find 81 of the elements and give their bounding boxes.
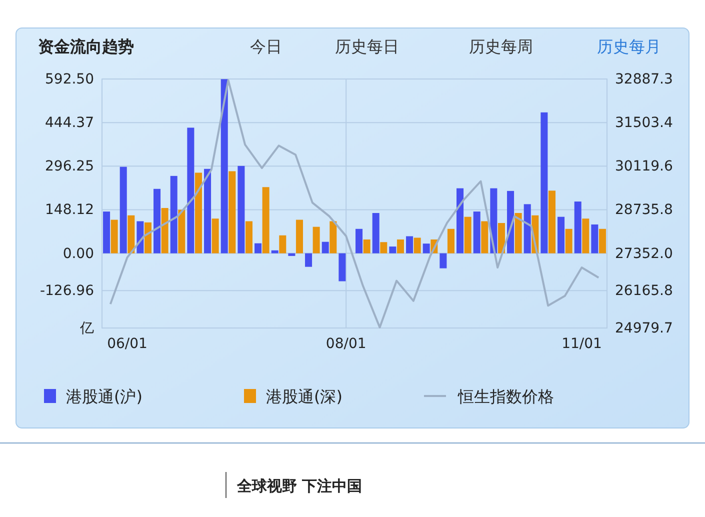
bar [238,166,245,254]
bar [598,228,606,254]
bar [271,250,278,254]
x-tick-label: 06/01 [107,336,148,352]
bar [128,215,135,254]
bar [558,216,565,254]
bar [322,242,329,254]
bar [396,239,404,254]
bar [440,253,447,268]
bar [456,188,464,254]
bar [220,79,228,254]
bar [414,238,421,254]
y2-tick-label: 31503.4 [615,115,673,132]
chart-title: 资金流向趋势 [38,37,134,56]
text: 历史每日 [335,37,399,56]
y-tick-label: 0.00 [62,246,94,262]
bar [178,210,186,254]
bar [582,218,590,254]
bar [154,188,161,254]
x-tick-label: 11/01 [562,336,602,352]
bar [312,226,320,254]
bar [372,213,380,254]
bar [540,112,548,254]
legend-label: 港股通(深) [266,387,342,406]
bar [228,171,236,254]
y2-tick-label: 26165.8 [615,283,673,300]
y2-tick-label: 32887.3 [615,71,673,88]
x-tick-label: 08/01 [326,336,366,352]
bar [305,253,312,267]
bar [389,246,396,254]
bar [279,235,286,254]
y2-tick-label: 24979.7 [615,320,673,336]
bar [103,212,110,254]
y-tick-label: 592.50 [45,71,94,88]
bar [380,242,388,254]
y-tick-label: 148.12 [45,202,94,218]
bar [187,128,194,254]
bar [524,204,531,254]
y-tick-label: -126.96 [40,283,94,300]
line-series [109,79,600,328]
y-tick-label: 444.37 [45,115,94,132]
bar [288,253,296,256]
bar [548,190,556,254]
legend-label: 港股通(沪) [66,387,142,406]
y-tick-label: 亿 [79,320,94,336]
bar [262,187,270,254]
bar [120,166,127,254]
text: 今日 [250,37,282,56]
bar [565,228,572,254]
bar [254,243,262,254]
bar [245,221,252,254]
bar [473,212,480,254]
bar [212,218,219,254]
y-tick-label: 296.25 [45,158,94,175]
bar [406,236,414,254]
bar [363,239,370,254]
bar [161,208,168,254]
bar [110,220,118,254]
bar [356,228,363,254]
bar [481,221,488,254]
y2-tick-label: 30119.6 [615,158,673,175]
bar [194,172,202,254]
y2-tick-label: 28735.8 [615,202,673,218]
text: 历史每月 [597,37,661,56]
bar [296,220,303,254]
bar [422,244,430,254]
text: 历史每周 [469,37,533,56]
bar [447,228,454,254]
bar [514,213,522,254]
bar [170,176,178,254]
bar [338,253,346,282]
bar [144,222,152,254]
bar [591,224,598,254]
bar [204,168,212,254]
y2-tick-label: 27352.0 [615,246,673,262]
bar [464,216,472,254]
legend-label: 恒生指数价格 [457,387,554,406]
text: 全球视野 下注中国 [236,477,362,495]
bar [330,221,337,254]
bar [574,202,582,254]
bar [498,223,505,254]
